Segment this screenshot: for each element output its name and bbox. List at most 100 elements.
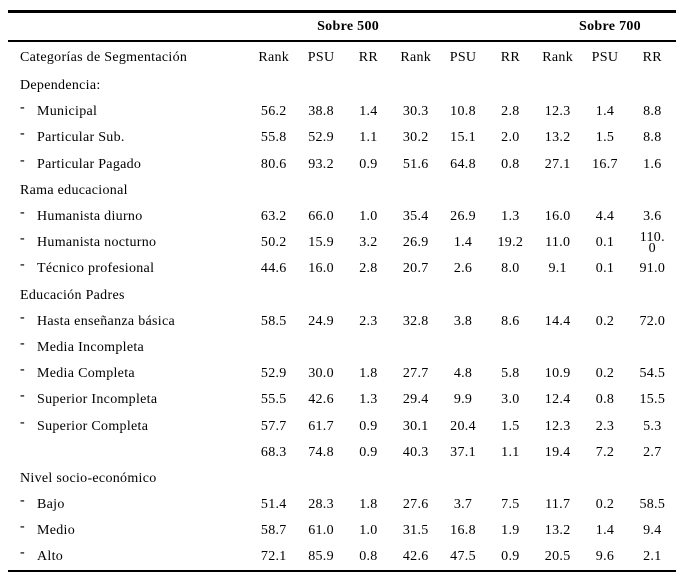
cell-value: 42.6: [402, 548, 429, 564]
value-cell: 61.0: [297, 518, 344, 544]
value-cell: [629, 178, 676, 204]
label-cell: - Hasta enseñanza básica: [8, 309, 250, 335]
cell-value: 7.5: [501, 497, 520, 513]
value-cell: [297, 73, 344, 99]
label-cell: Nivel socio-económico: [8, 466, 250, 492]
value-cell: 9.6: [581, 544, 628, 570]
cell-value: 64.8: [450, 156, 476, 172]
dash-bullet: -: [20, 309, 25, 325]
value-cell: [250, 283, 297, 309]
value-cell: [250, 178, 297, 204]
value-cell: 91.0: [629, 256, 676, 282]
value-cell: [629, 335, 676, 361]
value-cell: 12.3: [534, 99, 581, 125]
value-cell: 12.4: [534, 387, 581, 413]
label-cell: Dependencia:: [8, 73, 250, 99]
cell-value: 11.7: [545, 497, 571, 513]
value-cell: 24.9: [297, 309, 344, 335]
column-header-psu-3: PSU: [591, 49, 619, 65]
value-cell: 16.8: [439, 518, 486, 544]
value-cell: 0.1: [581, 256, 628, 282]
value-cell: [487, 466, 534, 492]
cell-value: 1.1: [359, 130, 378, 146]
value-cell: 8.0: [487, 256, 534, 282]
dash-bullet: -: [20, 205, 25, 221]
cell-value: 1.8: [359, 497, 378, 513]
cell-value: 1.4: [595, 523, 615, 539]
value-cell: 2.6: [439, 256, 486, 282]
table-row: - Particular Sub. 55.8 52.9 1.1 30.2 15.1…: [8, 125, 676, 151]
cell-value: 3.6: [643, 209, 662, 225]
cell-value: 1.9: [501, 523, 520, 539]
cell-value: 80.6: [260, 156, 287, 172]
value-cell: 30.3: [392, 99, 439, 125]
cell-value: 19.2: [497, 235, 524, 251]
cell-value: 7.2: [595, 444, 615, 460]
column-header-rank-3: Rank: [542, 49, 574, 65]
value-cell: 8.8: [629, 125, 676, 151]
column-header-rr-3: RR: [642, 49, 662, 65]
cell-value: 30.2: [402, 130, 429, 146]
row-label: Superior Incompleta: [37, 392, 158, 408]
cell-value: 52.9: [308, 130, 334, 146]
cell-value: 2.3: [595, 418, 615, 434]
cell-value: 58.5: [260, 313, 287, 329]
cell-value: 1.0: [359, 523, 378, 539]
cell-value: 44.6: [260, 261, 287, 277]
value-cell: 30.1: [392, 413, 439, 439]
cell-value: 63.2: [260, 209, 287, 225]
cell-value: 0.9: [359, 444, 378, 460]
value-cell: 38.8: [297, 99, 344, 125]
table-row: - Alto 72.1 85.9 0.8 42.6 47.5 0.9 20.5 9…: [8, 544, 676, 570]
cell-value: 50.2: [260, 235, 287, 251]
cell-value: 20.4: [450, 418, 476, 434]
cell-value: 5.8: [501, 366, 520, 382]
cell-value: 1.6: [643, 156, 662, 172]
value-cell: 1.8: [345, 492, 392, 518]
cell-value: 8.8: [643, 104, 662, 120]
cell-value: 11.0: [545, 235, 571, 251]
value-cell: [392, 283, 439, 309]
value-cell: 52.9: [297, 125, 344, 151]
value-cell: 2.7: [629, 440, 676, 466]
value-cell: 1.5: [487, 413, 534, 439]
value-cell: 16.7: [581, 152, 628, 178]
cell-value: 57.7: [260, 418, 287, 434]
cell-value: 51.4: [260, 497, 287, 513]
value-cell: 26.9: [392, 230, 439, 256]
label-cell: Educación Padres: [8, 283, 250, 309]
cell-value: 4.8: [453, 366, 473, 382]
cell-value: 1.5: [501, 418, 520, 434]
cell-value: 1.1: [501, 444, 520, 460]
value-cell: 54.5: [629, 361, 676, 387]
value-cell: 20.7: [392, 256, 439, 282]
value-cell: 55.8: [250, 125, 297, 151]
value-cell: 9.9: [439, 387, 486, 413]
value-cell: 2.8: [487, 99, 534, 125]
value-cell: 27.1: [534, 152, 581, 178]
value-cell: 27.6: [392, 492, 439, 518]
value-cell: 0.8: [581, 387, 628, 413]
value-cell: [297, 178, 344, 204]
dash-bullet: -: [20, 100, 25, 116]
value-cell: 47.5: [439, 544, 486, 570]
row-label: Particular Sub.: [37, 130, 125, 146]
value-cell: 7.5: [487, 492, 534, 518]
cell-value: 58.5: [639, 497, 666, 513]
cell-value: 42.6: [308, 392, 334, 408]
table-row: - Bajo 51.4 28.3 1.8 27.6 3.7 7.5 11.7 0.…: [8, 492, 676, 518]
value-cell: 15.1: [439, 125, 486, 151]
cell-value: 5.3: [643, 418, 662, 434]
table-row: Rama educacional: [8, 178, 676, 204]
corner-cell: [8, 11, 251, 42]
value-cell: [250, 466, 297, 492]
cell-value: 2.1: [643, 548, 662, 564]
cell-value: 16.7: [592, 156, 618, 172]
row-label: Media Completa: [37, 366, 135, 382]
dash-bullet: -: [20, 388, 25, 404]
row-label: Bajo: [37, 497, 65, 513]
table-row: 68.3 74.8 0.9 40.3 37.1 1.1 19.4 7.2 2.7: [8, 440, 676, 466]
value-cell: [392, 466, 439, 492]
cell-value: 24.9: [308, 313, 334, 329]
value-cell: 93.2: [297, 152, 344, 178]
